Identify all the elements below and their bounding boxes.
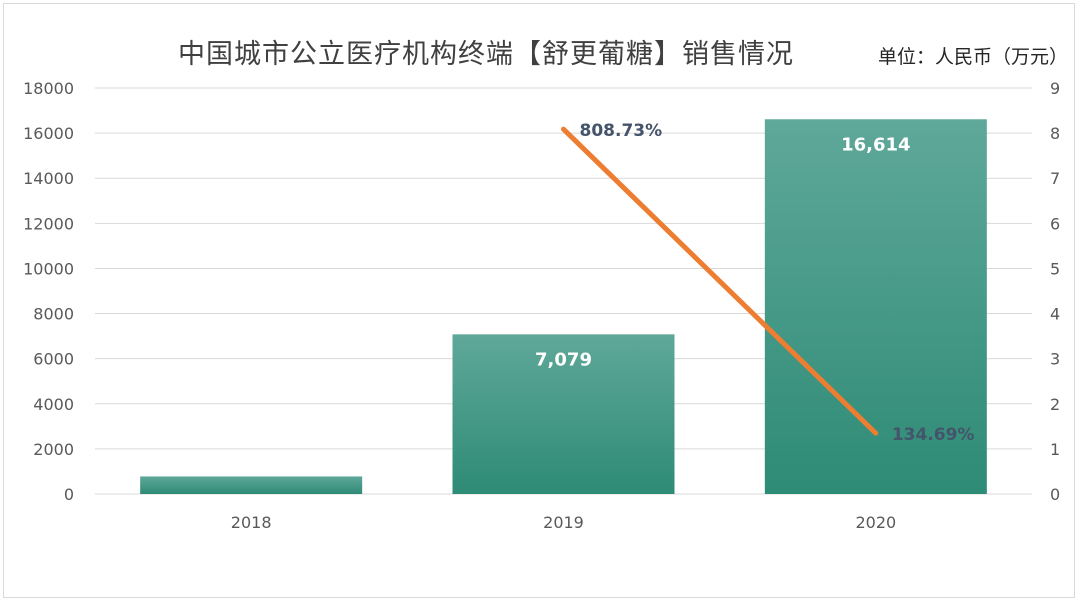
bar-value-label: 779 bbox=[232, 491, 270, 512]
left-tick-label: 0 bbox=[64, 485, 74, 504]
left-tick-label: 12000 bbox=[23, 214, 74, 233]
x-axis: 2018 2019 2020 bbox=[231, 513, 896, 532]
right-tick-label: 6 bbox=[1050, 214, 1060, 233]
category-label: 2020 bbox=[855, 513, 896, 532]
right-tick-label: 9 bbox=[1050, 79, 1060, 98]
left-tick-label: 18000 bbox=[23, 79, 74, 98]
category-label: 2018 bbox=[231, 513, 272, 532]
bar bbox=[140, 476, 363, 494]
left-tick-label: 16000 bbox=[23, 124, 74, 143]
right-tick-label: 2 bbox=[1050, 395, 1060, 414]
growth-rate-label: 134.69% bbox=[892, 425, 975, 445]
left-tick-label: 8000 bbox=[33, 305, 74, 324]
growth-line-path bbox=[561, 126, 879, 436]
right-tick-label: 1 bbox=[1050, 440, 1060, 459]
left-tick-label: 10000 bbox=[23, 259, 74, 278]
right-tick-label: 8 bbox=[1050, 124, 1060, 143]
right-tick-label: 7 bbox=[1050, 169, 1060, 188]
left-tick-label: 2000 bbox=[33, 440, 74, 459]
growth-rate-label: 808.73% bbox=[580, 121, 663, 141]
growth-line: 808.73% 134.69% bbox=[561, 121, 975, 445]
category-label: 2019 bbox=[543, 513, 584, 532]
right-tick-label: 5 bbox=[1050, 259, 1060, 278]
right-tick-label: 3 bbox=[1050, 350, 1060, 369]
left-axis: 0 2000 4000 6000 8000 10000 12000 14000 16000 180… bbox=[23, 79, 74, 504]
bar-value-label: 16,614 bbox=[841, 134, 910, 155]
bar-value-label: 7,079 bbox=[535, 349, 592, 370]
right-tick-label: 4 bbox=[1050, 305, 1060, 324]
left-tick-label: 4000 bbox=[33, 395, 74, 414]
chart-title: 中国城市公立医疗机构终端【舒更葡糖】销售情况 bbox=[178, 39, 794, 70]
right-tick-label: 0 bbox=[1050, 485, 1060, 504]
left-tick-label: 6000 bbox=[33, 350, 74, 369]
bar bbox=[452, 334, 675, 494]
right-axis: 0 1 2 3 4 5 6 7 8 9 bbox=[1050, 79, 1060, 504]
unit-label: 单位：人民币（万元） bbox=[877, 46, 1068, 68]
left-tick-label: 14000 bbox=[23, 169, 74, 188]
